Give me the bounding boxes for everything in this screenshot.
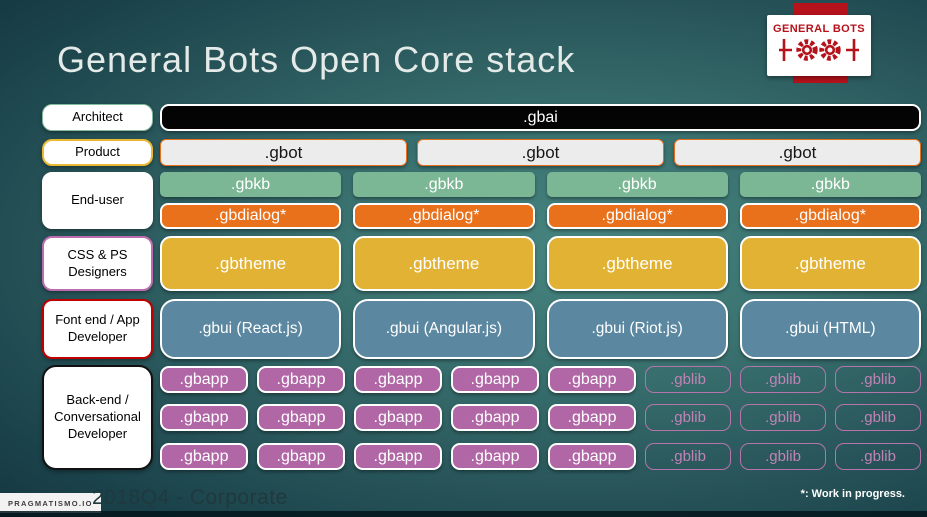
row-gbapp-1: .gbapp .gbapp .gbapp .gbapp .gbapp .gbli…: [160, 366, 921, 393]
stack-box-gbapp: .gbapp: [451, 404, 539, 431]
pragmatismo-badge: PRAGMATISMO.IO: [0, 493, 101, 513]
work-in-progress-footnote: *: Work in progress.: [800, 488, 905, 500]
stack-box-gblib: .gblib: [740, 404, 826, 431]
stack-box-gblib: .gblib: [740, 443, 826, 470]
stack-box-gblib: .gblib: [645, 443, 731, 470]
stack-box-gbtheme: .gbtheme: [160, 236, 342, 291]
stack-box-gbdialog: .gbdialog*: [739, 203, 921, 229]
stack-box-gbui-react: .gbui (React.js): [160, 299, 342, 359]
page-title: General Bots Open Core stack: [57, 39, 576, 80]
stack-box-gbapp: .gbapp: [354, 366, 442, 393]
stack-box-gbot: .gbot: [417, 139, 664, 166]
stack-box-gbapp: .gbapp: [354, 443, 442, 470]
stack-box-gbdialog: .gbdialog*: [353, 203, 535, 229]
stack-box-gbot: .gbot: [160, 139, 407, 166]
stack-box-gblib: .gblib: [835, 404, 921, 431]
label-backend-developer: Back-end / Conversational Developer: [42, 365, 153, 470]
label-frontend-developer: Font end / App Developer: [42, 299, 153, 359]
stack-box-gbkb: .gbkb: [160, 172, 342, 197]
logo-brand-text: GENERAL BOTS: [773, 22, 865, 35]
stack-box-gbkb: .gbkb: [546, 172, 728, 197]
stack-box-gblib: .gblib: [645, 366, 731, 393]
stack-box-gbapp: .gbapp: [548, 404, 636, 431]
label-architect: Architect: [42, 104, 153, 131]
row-gbkb: .gbkb .gbkb .gbkb .gbkb: [160, 172, 921, 197]
stack-box-gblib: .gblib: [835, 366, 921, 393]
stack-box-gblib: .gblib: [740, 366, 826, 393]
stack-box-gbtheme: .gbtheme: [546, 236, 728, 291]
row-gbot: .gbot .gbot .gbot: [160, 139, 921, 166]
stack-box-gbkb: .gbkb: [353, 172, 535, 197]
stack-box-gbkb: .gbkb: [739, 172, 921, 197]
stack-box-gbai: .gbai: [160, 104, 921, 131]
gears-icon: [777, 36, 861, 69]
stack-box-gbot: .gbot: [674, 139, 921, 166]
stack-box-gbdialog: .gbdialog*: [160, 203, 342, 229]
stack-box-gbapp: .gbapp: [451, 366, 539, 393]
row-gbapp-3: .gbapp .gbapp .gbapp .gbapp .gbapp .gbli…: [160, 443, 921, 470]
row-gbai: .gbai: [160, 104, 921, 131]
stack-box-gbapp: .gbapp: [257, 366, 345, 393]
stack-box-gbapp: .gbapp: [257, 443, 345, 470]
slide-caption: 2018Q4 - Corporate: [92, 486, 288, 509]
stack-box-gblib: .gblib: [645, 404, 731, 431]
label-css-ps-designers: CSS & PS Designers: [42, 236, 153, 291]
row-gbui: .gbui (React.js) .gbui (Angular.js) .gbu…: [160, 299, 921, 359]
stack-box-gbapp: .gbapp: [548, 366, 636, 393]
general-bots-logo: GENERAL BOTS: [767, 15, 871, 76]
stack-box-gbdialog: .gbdialog*: [546, 203, 728, 229]
bottom-edge-bar: [0, 511, 927, 517]
stack-box-gblib: .gblib: [835, 443, 921, 470]
row-gbdialog: .gbdialog* .gbdialog* .gbdialog* .gbdial…: [160, 203, 921, 229]
stack-box-gbui-html: .gbui (HTML): [739, 299, 921, 359]
row-gbapp-2: .gbapp .gbapp .gbapp .gbapp .gbapp .gbli…: [160, 404, 921, 431]
stack-box-gbui-angular: .gbui (Angular.js): [353, 299, 535, 359]
stack-box-gbapp: .gbapp: [160, 366, 248, 393]
label-end-user: End-user: [42, 172, 153, 229]
stack-box-gbui-riot: .gbui (Riot.js): [546, 299, 728, 359]
row-gbtheme: .gbtheme .gbtheme .gbtheme .gbtheme: [160, 236, 921, 291]
stack-box-gbapp: .gbapp: [548, 443, 636, 470]
stack-box-gbapp: .gbapp: [160, 443, 248, 470]
stack-box-gbtheme: .gbtheme: [739, 236, 921, 291]
stack-box-gbapp: .gbapp: [257, 404, 345, 431]
stack-box-gbapp: .gbapp: [354, 404, 442, 431]
label-product: Product: [42, 139, 153, 166]
stack-box-gbtheme: .gbtheme: [353, 236, 535, 291]
stack-box-gbapp: .gbapp: [451, 443, 539, 470]
stack-box-gbapp: .gbapp: [160, 404, 248, 431]
